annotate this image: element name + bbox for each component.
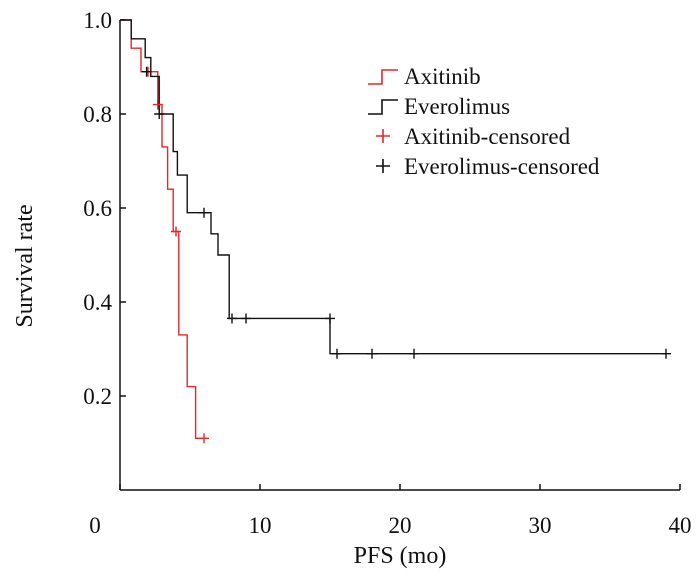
- y-tick-label: 0.8: [83, 102, 112, 127]
- legend-swatch: [368, 99, 398, 115]
- censor-mark: [325, 313, 335, 324]
- legend-swatch: [368, 69, 398, 85]
- x-axis-title: PFS (mo): [354, 543, 447, 569]
- y-tick-label: 0.6: [83, 196, 112, 221]
- legend-label: Axitinib: [404, 64, 481, 89]
- axes: 0 10 20 30 40 0.2 0.4 0.6 0.8 1.0: [83, 8, 691, 538]
- censor-mark: [227, 313, 237, 324]
- y-axis-title: Survival rate: [12, 204, 38, 327]
- censor-mark: [199, 207, 209, 218]
- legend-label: Everolimus-censored: [404, 154, 600, 179]
- censor-mark: [199, 433, 209, 444]
- x-tick-label: 20: [389, 513, 412, 538]
- censor-mark: [154, 109, 165, 119]
- legend-label: Everolimus: [404, 94, 510, 119]
- censor-mark: [367, 348, 377, 359]
- censor-mark: [332, 348, 342, 359]
- legend-swatch: [376, 129, 390, 143]
- censor-mark: [141, 66, 152, 77]
- x-tick-label: 10: [249, 513, 272, 538]
- censor-mark: [661, 348, 671, 359]
- y-tick-label: 1.0: [83, 8, 112, 33]
- y-tick-label: 0.4: [83, 290, 112, 315]
- x-tick-label: 0: [89, 513, 101, 538]
- plot-area: [120, 19, 671, 444]
- censor-mark: [152, 99, 163, 110]
- legend: Axitinib Everolimus Axitinib-censored Evero…: [368, 64, 600, 179]
- legend-label: Axitinib-censored: [404, 124, 571, 149]
- x-tick-label: 40: [669, 513, 692, 538]
- y-tick-label: 0.2: [83, 384, 112, 409]
- series-line-everolimus: [120, 19, 666, 355]
- series-line-axitinib: [120, 19, 204, 439]
- x-tick-label: 30: [529, 513, 552, 538]
- censor-mark: [171, 226, 181, 237]
- censor-mark: [241, 313, 251, 324]
- censor-mark: [409, 348, 419, 359]
- legend-swatch: [376, 159, 390, 173]
